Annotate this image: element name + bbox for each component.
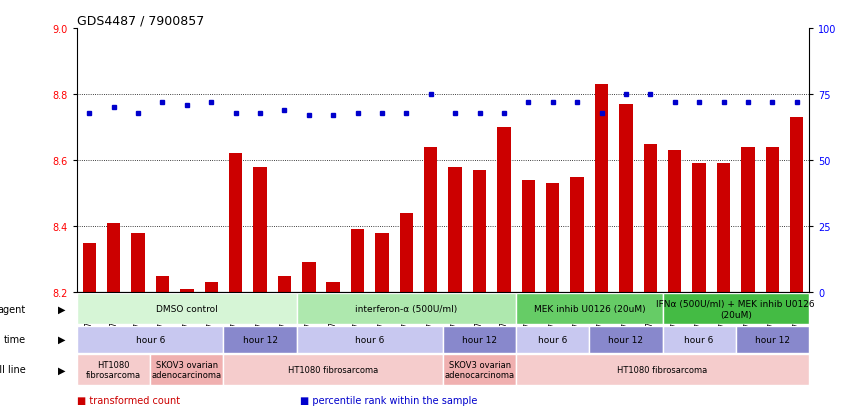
Text: interferon-α (500U/ml): interferon-α (500U/ml) — [355, 305, 457, 313]
Text: ▶: ▶ — [58, 334, 66, 344]
Text: HT1080
fibrosarcoma: HT1080 fibrosarcoma — [86, 360, 141, 379]
Bar — [521, 180, 535, 292]
Text: ▶: ▶ — [58, 364, 66, 375]
Bar — [516, 354, 809, 385]
Bar — [516, 294, 663, 325]
Bar — [735, 326, 809, 353]
Text: HT1080 fibrosarcoma: HT1080 fibrosarcoma — [617, 365, 708, 374]
Bar — [400, 214, 413, 292]
Bar — [107, 223, 121, 292]
Bar — [223, 354, 443, 385]
Bar — [131, 233, 145, 292]
Text: hour 12: hour 12 — [462, 335, 497, 344]
Bar — [790, 118, 804, 292]
Bar — [375, 233, 389, 292]
Bar — [595, 85, 609, 292]
Bar — [716, 164, 730, 292]
Text: hour 6: hour 6 — [355, 335, 384, 344]
Text: IFNα (500U/ml) + MEK inhib U0126
(20uM): IFNα (500U/ml) + MEK inhib U0126 (20uM) — [657, 299, 815, 319]
Text: HT1080 fibrosarcoma: HT1080 fibrosarcoma — [288, 365, 378, 374]
Bar — [443, 354, 516, 385]
Text: hour 6: hour 6 — [135, 335, 165, 344]
Bar — [668, 151, 681, 292]
Bar — [570, 177, 584, 292]
Text: time: time — [3, 334, 26, 344]
Bar — [516, 326, 589, 353]
Bar — [424, 147, 437, 292]
Bar — [180, 289, 193, 292]
Bar — [663, 326, 736, 353]
Text: GDS4487 / 7900857: GDS4487 / 7900857 — [77, 15, 205, 28]
Bar — [156, 276, 169, 292]
Bar — [693, 164, 706, 292]
Text: hour 6: hour 6 — [538, 335, 568, 344]
Bar — [205, 282, 218, 292]
Bar — [326, 282, 340, 292]
Text: ▶: ▶ — [58, 304, 66, 314]
Text: SKOV3 ovarian
adenocarcinoma: SKOV3 ovarian adenocarcinoma — [444, 360, 514, 379]
Bar — [297, 326, 443, 353]
Text: ■ percentile rank within the sample: ■ percentile rank within the sample — [300, 395, 477, 405]
Text: MEK inhib U0126 (20uM): MEK inhib U0126 (20uM) — [533, 305, 645, 313]
Bar — [765, 147, 779, 292]
Bar — [443, 326, 516, 353]
Bar — [589, 326, 663, 353]
Text: ■ transformed count: ■ transformed count — [77, 395, 180, 405]
Bar — [77, 294, 297, 325]
Bar — [351, 230, 365, 292]
Bar — [82, 243, 96, 292]
Bar — [151, 354, 223, 385]
Bar — [619, 104, 633, 292]
Bar — [497, 128, 511, 292]
Bar — [223, 326, 296, 353]
Bar — [546, 184, 560, 292]
Bar — [741, 147, 755, 292]
Text: agent: agent — [0, 304, 26, 314]
Bar — [253, 167, 267, 292]
Bar — [229, 154, 242, 292]
Text: hour 12: hour 12 — [242, 335, 277, 344]
Text: hour 12: hour 12 — [755, 335, 790, 344]
Text: cell line: cell line — [0, 364, 26, 375]
Bar — [473, 171, 486, 292]
Text: DMSO control: DMSO control — [156, 305, 217, 313]
Bar — [644, 144, 657, 292]
Bar — [302, 263, 316, 292]
Bar — [449, 167, 462, 292]
Bar — [297, 294, 516, 325]
Bar — [277, 276, 291, 292]
Text: hour 6: hour 6 — [685, 335, 714, 344]
Text: hour 12: hour 12 — [609, 335, 644, 344]
Bar — [77, 326, 223, 353]
Bar — [663, 294, 809, 325]
Text: SKOV3 ovarian
adenocarcinoma: SKOV3 ovarian adenocarcinoma — [152, 360, 222, 379]
Bar — [77, 354, 151, 385]
